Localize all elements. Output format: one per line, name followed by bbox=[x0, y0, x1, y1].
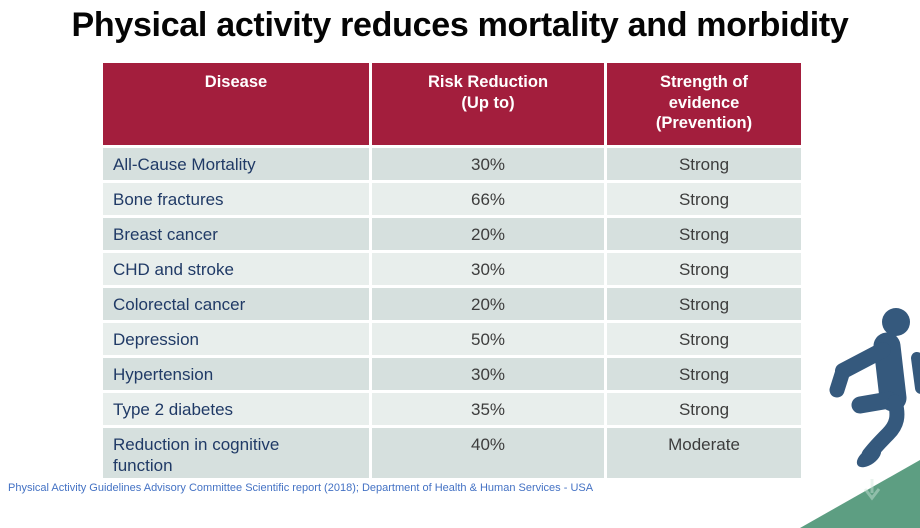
column-header-risk-reduction: Risk Reduction (Up to) bbox=[372, 63, 604, 145]
disease-cell: CHD and stroke bbox=[103, 253, 369, 285]
source-footnote: Physical Activity Guidelines Advisory Co… bbox=[8, 482, 594, 494]
disease-cell: All-Cause Mortality bbox=[103, 148, 369, 180]
disease-cell: Colorectal cancer bbox=[103, 288, 369, 320]
evidence-cell: Strong bbox=[607, 253, 801, 285]
disease-cell: Bone fractures bbox=[103, 183, 369, 215]
slide-title: Physical activity reduces mortality and … bbox=[71, 6, 849, 44]
risk-reduction-cell: 30% bbox=[372, 253, 604, 285]
evidence-cell: Strong bbox=[607, 323, 801, 355]
risk-reduction-cell: 35% bbox=[372, 393, 604, 425]
risk-reduction-cell: 66% bbox=[372, 183, 604, 215]
evidence-cell: Strong bbox=[607, 148, 801, 180]
table-row: Depression 50% Strong bbox=[103, 323, 801, 355]
disease-cell: Hypertension bbox=[103, 358, 369, 390]
risk-reduction-cell: 40% bbox=[372, 428, 604, 478]
table-row: All-Cause Mortality 30% Strong bbox=[103, 148, 801, 180]
risk-reduction-cell: 20% bbox=[372, 288, 604, 320]
table-body: All-Cause Mortality 30% Strong Bone fractur… bbox=[103, 148, 801, 478]
risk-reduction-cell: 20% bbox=[372, 218, 604, 250]
table-row: Breast cancer 20% Strong bbox=[103, 218, 801, 250]
down-arrow-watermark-icon bbox=[863, 479, 881, 501]
disease-cell: Breast cancer bbox=[103, 218, 369, 250]
column-header-evidence: Strength of evidence (Prevention) bbox=[607, 63, 801, 145]
table-row: Colorectal cancer 20% Strong bbox=[103, 288, 801, 320]
disease-table: Disease Risk Reduction (Up to) Strength … bbox=[100, 60, 804, 481]
evidence-cell: Strong bbox=[607, 358, 801, 390]
running-person-icon bbox=[829, 308, 920, 468]
table-header-row: Disease Risk Reduction (Up to) Strength … bbox=[103, 63, 801, 145]
evidence-cell: Strong bbox=[607, 218, 801, 250]
evidence-cell: Strong bbox=[607, 393, 801, 425]
risk-reduction-cell: 30% bbox=[372, 148, 604, 180]
evidence-cell: Moderate bbox=[607, 428, 801, 478]
disease-cell: Depression bbox=[103, 323, 369, 355]
disease-cell: Reduction in cognitive function bbox=[103, 428, 369, 478]
table-row: Reduction in cognitive function 40% Modera… bbox=[103, 428, 801, 478]
table-row: Type 2 diabetes 35% Strong bbox=[103, 393, 801, 425]
runner-head bbox=[882, 308, 910, 336]
table-header: Disease Risk Reduction (Up to) Strength … bbox=[103, 63, 801, 145]
disease-cell: Type 2 diabetes bbox=[103, 393, 369, 425]
table-row: Hypertension 30% Strong bbox=[103, 358, 801, 390]
risk-reduction-cell: 30% bbox=[372, 358, 604, 390]
evidence-cell: Strong bbox=[607, 183, 801, 215]
evidence-cell: Strong bbox=[607, 288, 801, 320]
column-header-disease: Disease bbox=[103, 63, 369, 145]
table-row: CHD and stroke 30% Strong bbox=[103, 253, 801, 285]
risk-reduction-cell: 50% bbox=[372, 323, 604, 355]
table-row: Bone fractures 66% Strong bbox=[103, 183, 801, 215]
